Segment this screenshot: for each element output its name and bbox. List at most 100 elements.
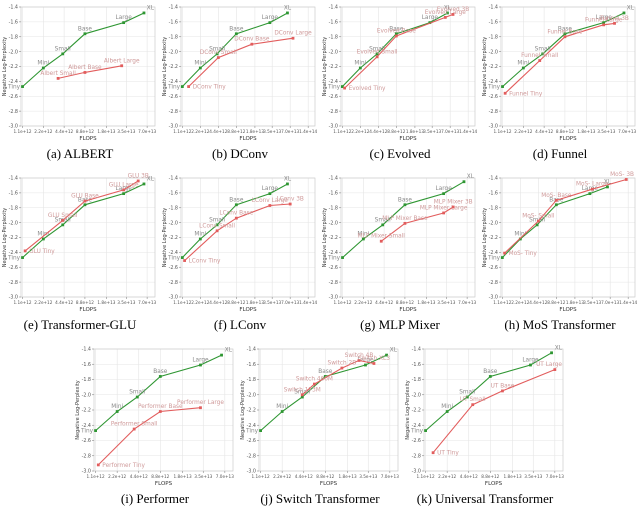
svg-text:-2.4: -2.4 (489, 79, 498, 85)
svg-text:8.8e+12: 8.8e+12 (387, 129, 405, 134)
svg-text:1.4e+14: 1.4e+14 (299, 129, 317, 134)
svg-text:1.1e+12: 1.1e+12 (173, 300, 191, 305)
svg-text:-1.8: -1.8 (489, 34, 498, 40)
svg-text:Mini: Mini (194, 60, 206, 66)
svg-text:FLOPS: FLOPS (399, 136, 417, 142)
svg-text:MoS- Base: MoS- Base (541, 193, 572, 199)
svg-text:7.0e+13: 7.0e+13 (215, 474, 233, 479)
svg-text:-2.4: -2.4 (489, 250, 498, 256)
line-chart-svg: -1.4 -1.6 -1.8 -2.0 -2.2 -2.4 -2.6 -2.8 -3.01.1e… (162, 5, 318, 142)
line-chart-svg: -1.4 -1.6 -1.8 -2.0 -2.2 -2.4 -2.6 -2.8 -3.01.1e… (482, 5, 636, 142)
chart-caption-transformer-glu: (e) Transformer-GLU (23, 317, 137, 332)
svg-text:Mini: Mini (441, 404, 453, 410)
svg-text:-2.6: -2.6 (169, 265, 178, 271)
svg-text:4.4e+12: 4.4e+12 (294, 474, 312, 479)
svg-text:Mini: Mini (276, 404, 288, 410)
svg-text:-2.2: -2.2 (489, 235, 498, 241)
svg-text:Tiny: Tiny (167, 85, 181, 91)
svg-text:Large: Large (435, 186, 452, 192)
svg-text:7.0e+13: 7.0e+13 (281, 129, 299, 134)
svg-text:Evolved Small: Evolved Small (357, 49, 398, 55)
svg-text:Mini: Mini (194, 231, 206, 237)
svg-text:-3.0: -3.0 (169, 124, 178, 130)
chart-caption-performer: (i) Performer (120, 491, 190, 506)
svg-text:-1.6: -1.6 (81, 362, 90, 368)
svg-text:1.8e+13: 1.8e+13 (577, 129, 595, 134)
svg-text:Small: Small (129, 390, 145, 396)
svg-text:-2.6: -2.6 (489, 265, 498, 271)
svg-text:Tiny: Tiny (487, 85, 501, 91)
svg-text:Performer Base: Performer Base (137, 404, 182, 410)
svg-text:Evolved Base: Evolved Base (377, 29, 416, 35)
svg-text:-1.4: -1.4 (81, 347, 90, 353)
svg-text:-3.0: -3.0 (329, 124, 338, 130)
svg-text:3.5e+13: 3.5e+13 (423, 129, 441, 134)
svg-text:-1.8: -1.8 (489, 205, 498, 211)
svg-text:1.4e+14: 1.4e+14 (459, 129, 477, 134)
svg-text:3.5e+13: 3.5e+13 (359, 474, 377, 479)
line-chart-svg: -1.4 -1.6 -1.8 -2.0 -2.2 -2.4 -2.6 -2.8 -3.01.1e… (162, 176, 318, 313)
svg-text:LConv 3B: LConv 3B (276, 197, 303, 203)
svg-text:Large: Large (582, 186, 599, 192)
svg-text:2.2e+12: 2.2e+12 (191, 129, 209, 134)
svg-text:-2.6: -2.6 (329, 265, 338, 271)
svg-text:2.2e+12: 2.2e+12 (191, 300, 209, 305)
chart-albert: -1.4 -1.6 -1.8 -2.0 -2.2 -2.4 -2.6 -2.8 -3.0 1.1e… (0, 0, 160, 171)
svg-text:Funnel 3B: Funnel 3B (600, 16, 629, 22)
chart-canvas-lconv: -1.4 -1.6 -1.8 -2.0 -2.2 -2.4 -2.6 -2.8 -3.0 1.1e… (160, 171, 320, 314)
svg-text:-2.8: -2.8 (9, 109, 18, 115)
svg-text:FLOPS: FLOPS (559, 307, 577, 313)
svg-text:-2.8: -2.8 (81, 453, 90, 459)
svg-text:Mini: Mini (357, 231, 369, 237)
svg-text:3.5e+13: 3.5e+13 (194, 474, 212, 479)
svg-text:Switch 4B: Switch 4B (344, 353, 373, 359)
chart-mos-transformer: -1.4 -1.6 -1.8 -2.0 -2.2 -2.4 -2.6 -2.8 -3.0 1.1e… (480, 171, 640, 342)
svg-text:3.5e+13: 3.5e+13 (437, 300, 455, 305)
svg-text:7.0e+13: 7.0e+13 (138, 300, 156, 305)
svg-text:4.4e+12: 4.4e+12 (209, 129, 227, 134)
svg-text:Mini: Mini (37, 60, 49, 66)
svg-text:3.5e+13: 3.5e+13 (117, 300, 135, 305)
svg-text:-2.8: -2.8 (169, 109, 178, 115)
svg-text:Funnel Large: Funnel Large (585, 17, 623, 23)
svg-text:MoS- Large: MoS- Large (576, 182, 609, 188)
svg-text:2.2e+12: 2.2e+12 (34, 300, 52, 305)
svg-text:FLOPS: FLOPS (484, 481, 502, 487)
chart-caption-funnel: (d) Funnel (532, 146, 588, 161)
svg-text:GLU Base: GLU Base (71, 194, 99, 200)
svg-text:2.2e+12: 2.2e+12 (514, 129, 532, 134)
svg-text:3.5e+13: 3.5e+13 (263, 300, 281, 305)
svg-text:Base: Base (229, 197, 244, 203)
svg-text:Base: Base (398, 197, 413, 203)
chart-caption-mos-transformer: (h) MoS Transformer (504, 317, 616, 332)
svg-text:FLOPS: FLOPS (239, 307, 257, 313)
svg-text:-2.0: -2.0 (169, 49, 178, 55)
svg-text:MLP Mixer Base: MLP Mixer Base (382, 216, 428, 222)
svg-text:-2.6: -2.6 (169, 94, 178, 100)
svg-text:UT Base: UT Base (490, 383, 514, 389)
svg-text:DConv Small: DConv Small (200, 50, 237, 56)
svg-text:1.1e+12: 1.1e+12 (13, 300, 31, 305)
svg-text:-2.0: -2.0 (329, 49, 338, 55)
svg-text:3.5e+13: 3.5e+13 (263, 129, 281, 134)
svg-text:7.0e+13: 7.0e+13 (441, 129, 459, 134)
svg-text:-2.6: -2.6 (329, 94, 338, 100)
chart-funnel: -1.4 -1.6 -1.8 -2.0 -2.2 -2.4 -2.6 -2.8 -3.0 1.1e… (480, 0, 640, 171)
svg-text:Funnel Small: Funnel Small (521, 53, 559, 59)
svg-text:-1.4: -1.4 (329, 176, 338, 182)
svg-text:1.1e+12: 1.1e+12 (333, 300, 351, 305)
svg-text:-1.8: -1.8 (81, 377, 90, 383)
chart-switch-transformer: -1.4 -1.6 -1.8 -2.0 -2.2 -2.4 -2.6 -2.8 -3.0 1.1e… (238, 342, 403, 507)
chart-canvas-mos-transformer: -1.4 -1.6 -1.8 -2.0 -2.2 -2.4 -2.6 -2.8 -3.0 1.1e… (480, 171, 640, 314)
svg-text:-2.4: -2.4 (246, 423, 255, 429)
svg-text:LConv Tiny: LConv Tiny (189, 259, 221, 265)
svg-text:1.8e+13: 1.8e+13 (503, 474, 521, 479)
svg-text:Mini: Mini (517, 60, 529, 66)
svg-text:2.2e+12: 2.2e+12 (34, 129, 52, 134)
svg-text:Small: Small (459, 390, 475, 396)
svg-text:Negative Log-Perplexity: Negative Log-Perplexity (75, 380, 81, 440)
chart-canvas-dconv: -1.4 -1.6 -1.8 -2.0 -2.2 -2.4 -2.6 -2.8 -3.0 1.1e… (160, 0, 320, 143)
svg-text:-2.8: -2.8 (411, 453, 420, 459)
svg-text:Large: Large (422, 15, 439, 21)
svg-text:1.1e+12: 1.1e+12 (416, 474, 434, 479)
